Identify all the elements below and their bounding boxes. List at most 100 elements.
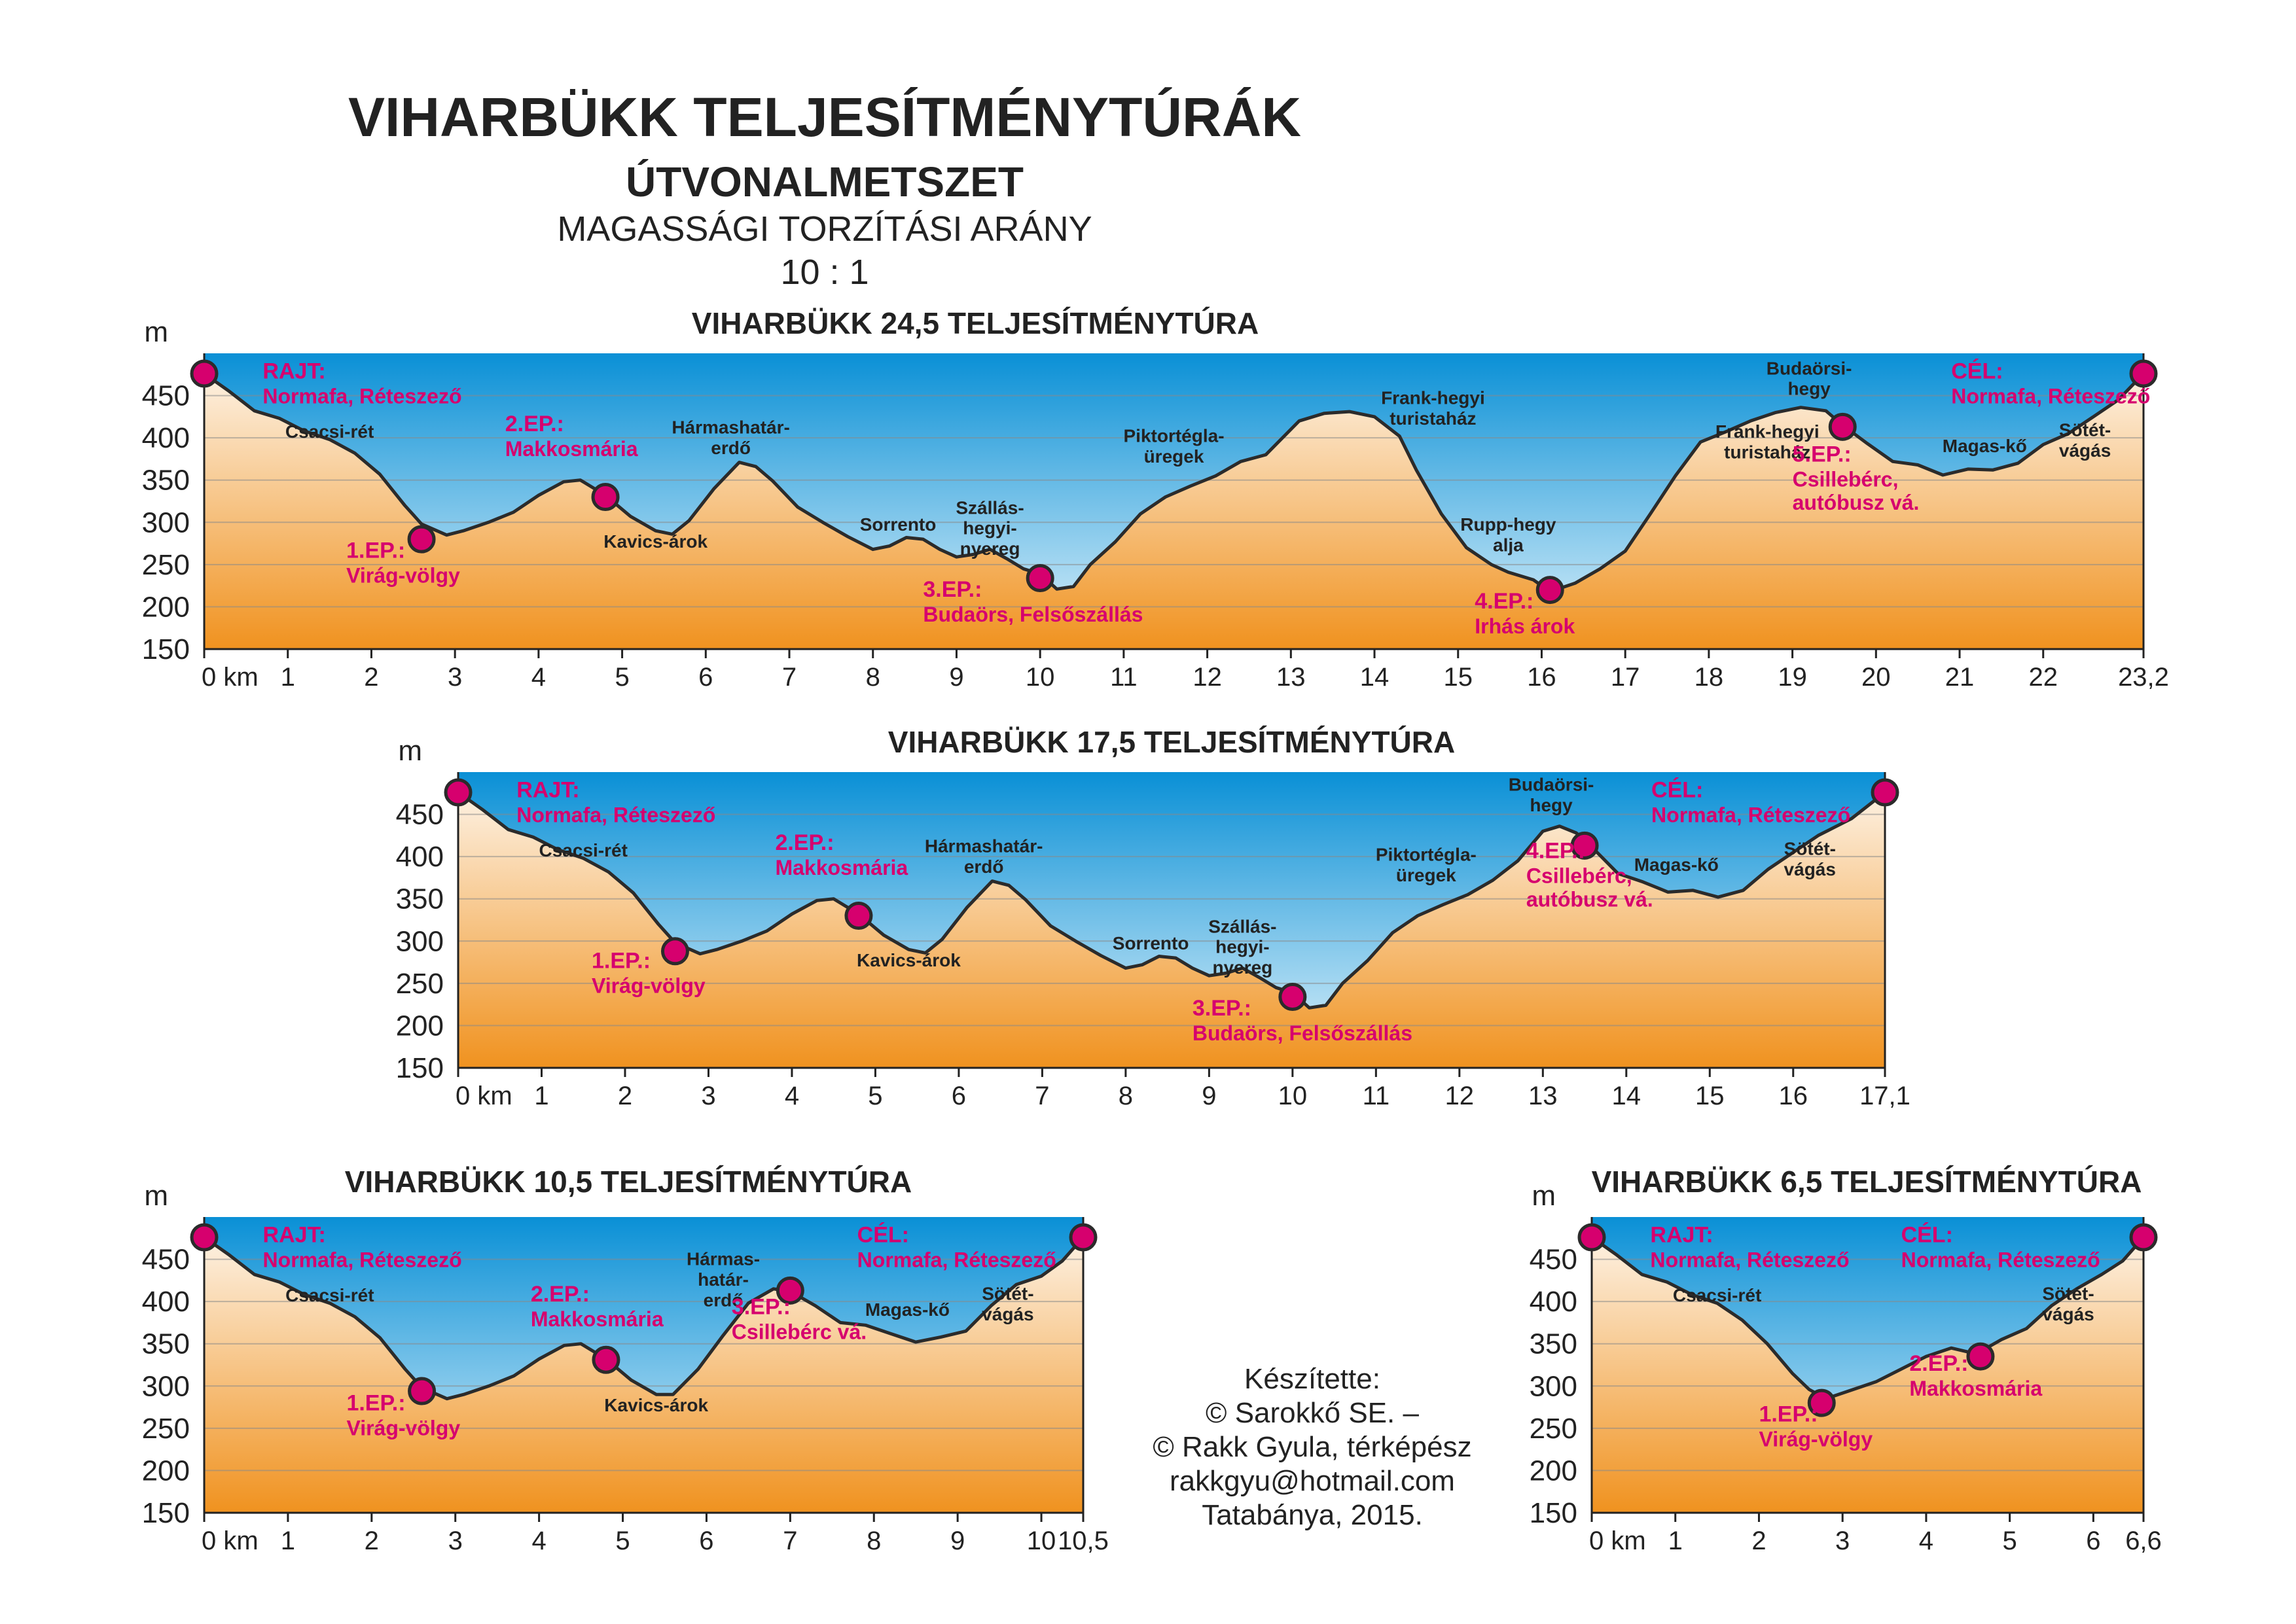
checkpoint-name-line: Virág-völgy — [592, 974, 706, 998]
checkpoint-marker — [2129, 1223, 2158, 1252]
place-label-line: üregek — [1144, 446, 1204, 467]
checkpoint-label: 4.EP.: — [1475, 589, 1534, 614]
ratio-value: 10 : 1 — [780, 253, 869, 292]
checkpoint-name-line: Normafa, Réteszező — [516, 803, 715, 827]
x-tick-label: 1 — [281, 1527, 295, 1555]
y-tick-label: 200 — [142, 1455, 190, 1487]
checkpoint-name: Makkosmária — [505, 437, 638, 461]
elevation-profile-line — [1590, 1235, 2145, 1401]
y-tick-label: 200 — [396, 1010, 444, 1042]
checkpoint-label: CÉL: — [857, 1223, 909, 1248]
checkpoint-marker — [1570, 831, 1599, 860]
checkpoint-name: Normafa, Réteszező — [1650, 1248, 1849, 1272]
checkpoint-marker — [591, 483, 620, 512]
ground-area — [204, 374, 2144, 649]
x-tick-label: 16 — [1779, 1082, 1808, 1110]
checkpoint-label: 1.EP.: — [346, 538, 405, 563]
y-tick-label: 350 — [1530, 1328, 1577, 1360]
place-label: Kavics-árok — [857, 950, 961, 970]
checkpoint-name: Normafa, Réteszező — [1651, 803, 1850, 827]
profile-chart-6-5: VIHARBÜKK 6,5 TELJESÍTMÉNYTÚRAm450400350… — [1530, 1165, 2162, 1555]
checkpoint-name: Budaörs, Felsőszállás — [1193, 1021, 1412, 1045]
x-tick-label: 4 — [785, 1082, 799, 1110]
checkpoint-name: Csillebérc vá. — [732, 1320, 867, 1344]
profile-chart-10-5: VIHARBÜKK 10,5 TELJESÍTMÉNYTÚRAm45040035… — [142, 1165, 1109, 1555]
y-tick-label: 250 — [396, 968, 444, 1000]
place-label-line: határ- — [698, 1269, 749, 1290]
x-tick-label: 6 — [698, 663, 713, 692]
checkpoint-name-line: Makkosmária — [531, 1307, 664, 1331]
place-label-line: erdő — [711, 438, 751, 458]
place-label-line: turistaház — [1724, 442, 1810, 463]
x-tick-label: 2 — [364, 663, 378, 692]
x-tick-label: 13 — [1276, 663, 1306, 692]
credits-line: Készítette: — [1244, 1363, 1380, 1395]
checkpoint-label: CÉL: — [1901, 1223, 1953, 1248]
x-tick-label: 2 — [365, 1527, 379, 1555]
y-tick-label: 150 — [142, 1497, 190, 1529]
x-tick-label: 16 — [1527, 663, 1556, 692]
place-label: Hármashatár-erdő — [672, 417, 790, 458]
checkpoint-name: Normafa, Réteszező — [857, 1248, 1056, 1272]
checkpoint-name-line: Virág-völgy — [346, 1417, 460, 1440]
place-label: Piktortégla-üregek — [1123, 426, 1224, 467]
checkpoint-name: Virág-völgy — [1759, 1428, 1873, 1451]
checkpoint-marker — [2129, 359, 2158, 388]
x-tick-label: 7 — [1035, 1082, 1049, 1110]
checkpoint-name: Irhás árok — [1475, 614, 1575, 638]
checkpoint-name: Normafa, Réteszező — [1951, 385, 2150, 408]
checkpoint-name-line: Normafa, Réteszező — [857, 1248, 1056, 1272]
x-tick-label: 9 — [1202, 1082, 1216, 1110]
checkpoint-name: Virág-völgy — [346, 1417, 460, 1440]
checkpoint-label: CÉL: — [1651, 778, 1703, 803]
x-tick-label: 8 — [1119, 1082, 1133, 1110]
place-label-line: Piktortégla- — [1376, 845, 1477, 865]
x-tick-label: 0 km — [1589, 1527, 1646, 1555]
place-label-line: vágás — [2059, 440, 2111, 461]
place-label-line: erdő — [704, 1290, 744, 1310]
place-label: Magas-kő — [865, 1299, 950, 1320]
place-label-line: üregek — [1396, 865, 1456, 885]
checkpoint-label: 3.EP.: — [732, 1295, 791, 1320]
y-tick-label: 200 — [1530, 1455, 1577, 1487]
place-label: Budaörsi-hegy — [1767, 358, 1852, 398]
x-tick-label: 1 — [534, 1082, 548, 1110]
checkpoint-label: 2.EP.: — [531, 1282, 590, 1307]
place-label-line: Kavics-árok — [604, 1395, 708, 1415]
place-label: Szállás-hegyi-nyereg — [956, 497, 1024, 559]
place-label: Csacsi-rét — [539, 840, 628, 860]
checkpoint-name-line: Makkosmária — [505, 437, 638, 461]
x-tick-label: 3 — [448, 663, 462, 692]
checkpoint-name-line: Normafa, Réteszező — [262, 385, 461, 408]
checkpoint-label: RAJT: — [1650, 1223, 1713, 1248]
place-label-line: Hármashatár- — [672, 417, 790, 438]
place-label-line: Hármas- — [687, 1249, 760, 1269]
place-label-line: Magas-kő — [1943, 436, 2027, 456]
checkpoint-name: Virág-völgy — [592, 974, 706, 998]
x-tick-label: 21 — [1945, 663, 1975, 692]
checkpoint-name: Normafa, Réteszező — [516, 803, 715, 827]
x-tick-label: 11 — [1110, 663, 1138, 692]
place-label: Hármashatár-erdő — [925, 836, 1043, 877]
chart-title: VIHARBÜKK 10,5 TELJESÍTMÉNYTÚRA — [345, 1165, 912, 1199]
y-tick-label: 450 — [396, 799, 444, 831]
checkpoint-label: RAJT: — [262, 359, 325, 384]
x-tick-label: 10 — [1278, 1082, 1308, 1110]
checkpoint-marker — [408, 1377, 437, 1405]
x-tick-label: 10 — [1027, 1527, 1056, 1555]
place-label-line: Csacsi-rét — [1673, 1285, 1761, 1305]
x-tick-label: 3 — [1835, 1527, 1850, 1555]
y-axis-unit: m — [398, 735, 422, 767]
x-tick-label: 5 — [2003, 1527, 2017, 1555]
profile-chart-24-5: VIHARBÜKK 24,5 TELJESÍTMÉNYTÚRAm45040035… — [142, 306, 2169, 692]
place-label-line: Szállás- — [956, 497, 1024, 518]
x-tick-label: 8 — [866, 663, 880, 692]
place-label-line: vágás — [1784, 859, 1836, 879]
chart-title: VIHARBÜKK 17,5 TELJESÍTMÉNYTÚRA — [888, 725, 1455, 759]
x-tick-label: 0 km — [202, 1527, 259, 1555]
checkpoint-marker — [1807, 1388, 1836, 1417]
checkpoint-name: Normafa, Réteszező — [263, 1248, 462, 1272]
place-label: Hármas-határ-erdő — [687, 1249, 760, 1311]
checkpoint-label: 3.EP.: — [923, 577, 982, 602]
